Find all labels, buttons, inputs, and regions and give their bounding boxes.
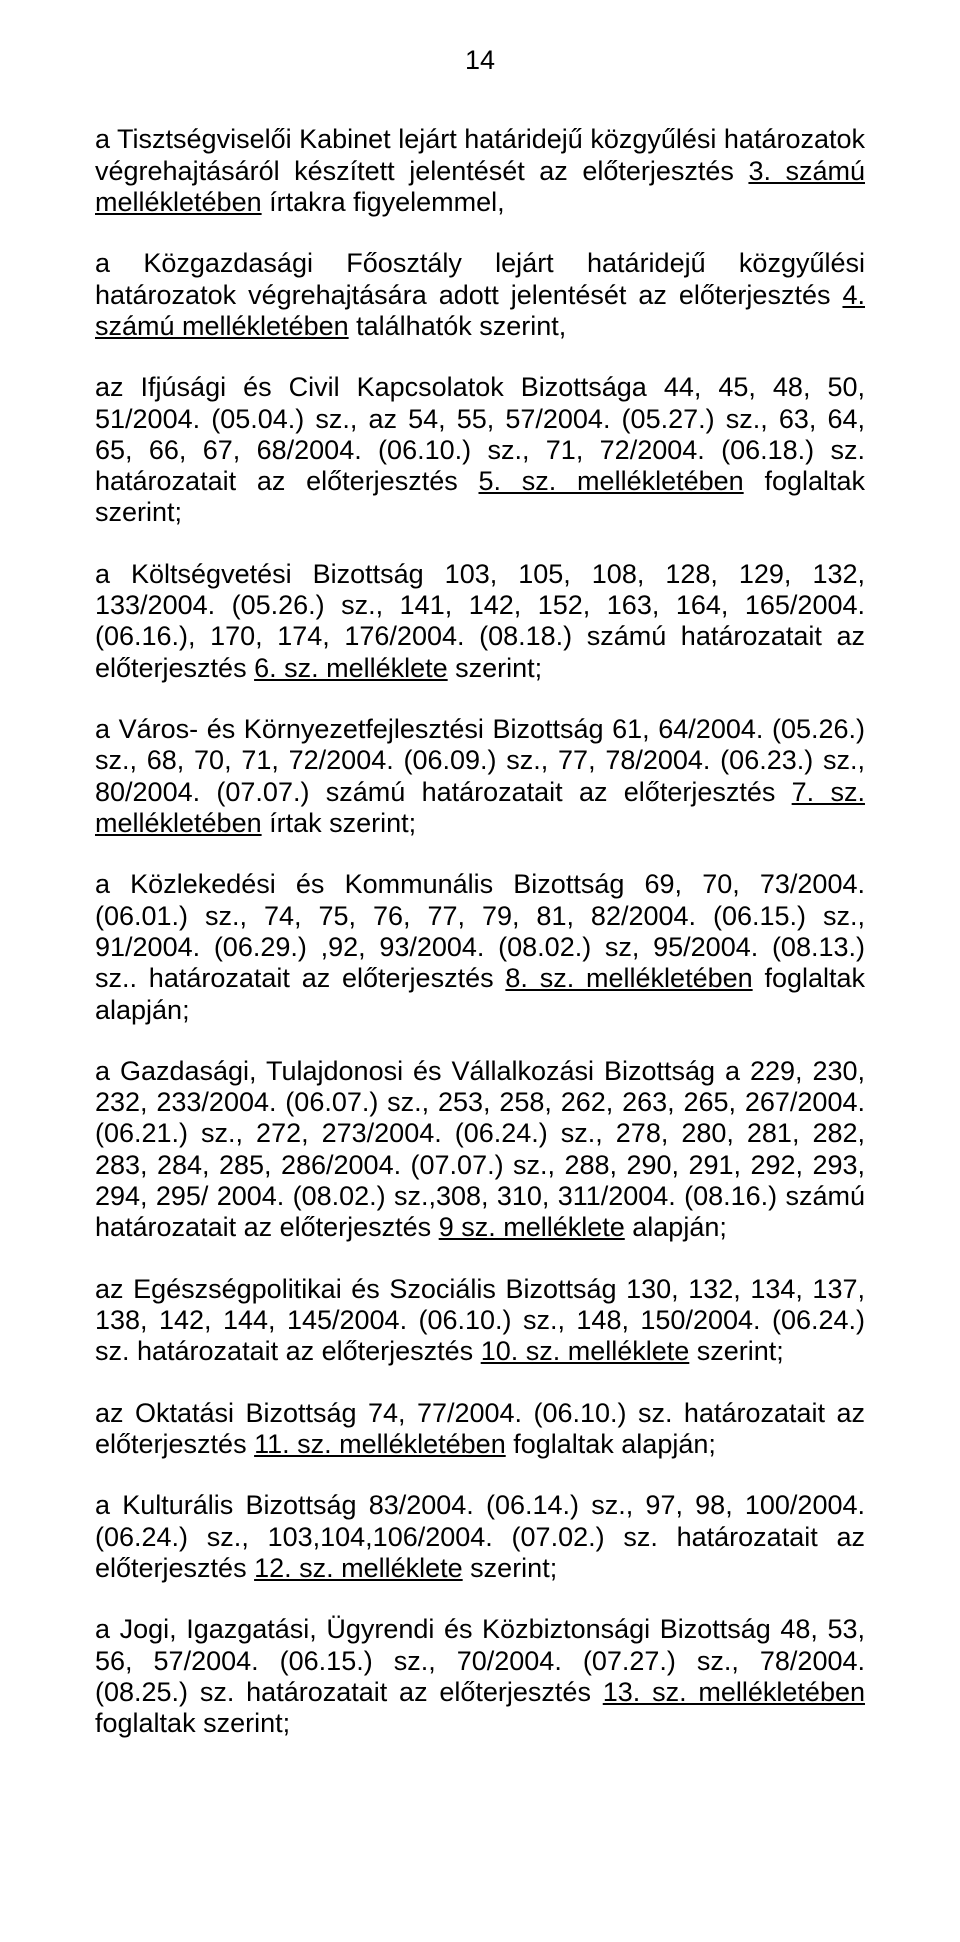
document-page: 14 a Tisztségviselői Kabinet lejárt hatá… xyxy=(0,0,960,1942)
paragraph-7: a Gazdasági, Tulajdonosi és Vállalkozási… xyxy=(95,1056,865,1244)
page-number: 14 xyxy=(95,45,865,76)
underlined-reference: 13. sz. mellékletében xyxy=(603,1677,865,1707)
underlined-reference: 10. sz. melléklete xyxy=(481,1336,690,1366)
text: a Város- és Környezetfejlesztési Bizotts… xyxy=(95,714,865,807)
text: foglaltak alapján; xyxy=(506,1429,716,1459)
paragraph-10: a Kulturális Bizottság 83/2004. (06.14.)… xyxy=(95,1490,865,1584)
underlined-reference: 8. sz. mellékletében xyxy=(505,963,752,993)
underlined-reference: 9 sz. melléklete xyxy=(439,1212,625,1242)
paragraph-8: az Egészségpolitikai és Szociális Bizott… xyxy=(95,1274,865,1368)
paragraph-9: az Oktatási Bizottság 74, 77/2004. (06.1… xyxy=(95,1398,865,1461)
paragraph-3: az Ifjúsági és Civil Kapcsolatok Bizotts… xyxy=(95,372,865,529)
text: foglaltak szerint; xyxy=(95,1708,290,1738)
paragraph-2: a Közgazdasági Főosztály lejárt határide… xyxy=(95,248,865,342)
underlined-reference: 11. sz. mellékletében xyxy=(254,1429,506,1459)
text: szerint; xyxy=(689,1336,784,1366)
text: írtak szerint; xyxy=(262,808,417,838)
paragraph-4: a Költségvetési Bizottság 103, 105, 108,… xyxy=(95,559,865,684)
text: szerint; xyxy=(448,653,543,683)
underlined-reference: 6. sz. melléklete xyxy=(254,653,448,683)
text: a Közgazdasági Főosztály lejárt határide… xyxy=(95,248,865,309)
paragraph-11: a Jogi, Igazgatási, Ügyrendi és Közbizto… xyxy=(95,1614,865,1739)
text: írtakra figyelemmel, xyxy=(262,187,505,217)
text: szerint; xyxy=(463,1553,558,1583)
underlined-reference: 12. sz. melléklete xyxy=(254,1553,463,1583)
text: találhatók szerint, xyxy=(349,311,567,341)
underlined-reference: 5. sz. mellékletében xyxy=(479,466,744,496)
paragraph-5: a Város- és Környezetfejlesztési Bizotts… xyxy=(95,714,865,839)
paragraph-6: a Közlekedési és Kommunális Bizottság 69… xyxy=(95,869,865,1026)
paragraph-1: a Tisztségviselői Kabinet lejárt határid… xyxy=(95,124,865,218)
text: alapján; xyxy=(625,1212,727,1242)
